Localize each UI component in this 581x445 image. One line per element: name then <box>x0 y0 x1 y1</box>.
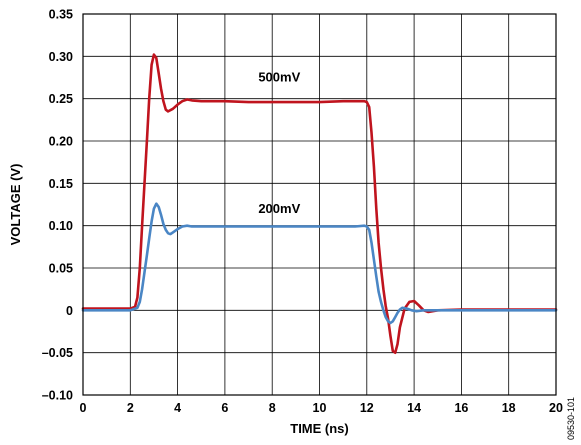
x-tick-label: 2 <box>127 401 134 415</box>
x-tick-label: 4 <box>174 401 181 415</box>
y-tick-label: –0.05 <box>42 346 73 360</box>
x-tick-label: 14 <box>407 401 421 415</box>
figure-id: 09530-101 <box>566 397 576 440</box>
y-axis-ticks: –0.10 –0.05 0 0.05 0.10 0.15 0.20 0.25 0.30 0.35 <box>42 8 73 403</box>
x-tick-label: 6 <box>221 401 228 415</box>
series-line-500mV <box>81 53 558 354</box>
x-tick-label: 18 <box>502 401 516 415</box>
x-tick-label: 20 <box>549 401 563 415</box>
series-annotation: 200mV <box>258 201 300 216</box>
y-tick-label: 0.25 <box>49 92 73 106</box>
y-tick-label: –0.10 <box>42 389 73 403</box>
y-tick-label: 0.10 <box>49 219 73 233</box>
y-tick-label: 0 <box>66 304 73 318</box>
y-axis-label: VOLTAGE (V) <box>8 164 23 246</box>
x-tick-label: 0 <box>80 401 87 415</box>
x-tick-label: 16 <box>454 401 468 415</box>
y-tick-label: 0.20 <box>49 135 73 149</box>
y-tick-label: 0.05 <box>49 262 73 276</box>
series-layer <box>81 53 558 354</box>
series-line-200mV <box>81 202 558 325</box>
annotations: 500mV 200mV <box>258 70 300 216</box>
y-tick-label: 0.30 <box>49 50 73 64</box>
y-tick-label: 0.15 <box>49 177 73 191</box>
x-tick-label: 8 <box>269 401 276 415</box>
x-tick-label: 12 <box>360 401 374 415</box>
x-axis-ticks: 0 2 4 6 8 10 12 14 16 18 20 <box>80 401 563 415</box>
grid <box>82 13 557 396</box>
y-tick-label: 0.35 <box>49 8 73 22</box>
series-annotation: 500mV <box>258 70 300 85</box>
x-axis-label: TIME (ns) <box>290 421 349 436</box>
plot-frame <box>82 13 557 396</box>
x-tick-label: 10 <box>313 401 327 415</box>
